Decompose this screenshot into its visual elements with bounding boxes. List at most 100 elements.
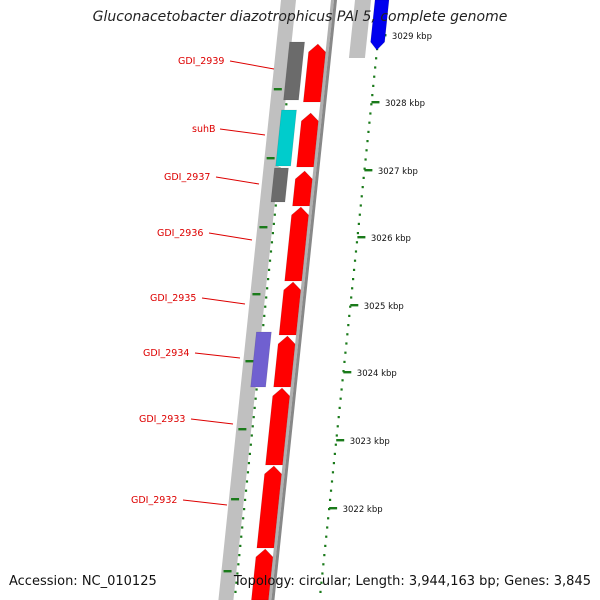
left-scale-minor-tick — [245, 480, 249, 483]
right-scale-minor-tick — [338, 406, 341, 409]
right-scale-minor-tick — [346, 333, 349, 336]
right-scale-minor-tick — [345, 342, 348, 345]
right-scale-minor-tick — [362, 176, 365, 179]
right-scale-minor-tick — [332, 462, 336, 465]
right-scale-minor-tick — [359, 204, 362, 207]
gene-reverse-top-blue — [370, 0, 390, 51]
gene-label-gdi_2932: GDI_2932 — [131, 495, 177, 506]
right-scale-minor-tick — [328, 498, 332, 501]
right-scale-minor-tick — [335, 434, 338, 437]
kbp-label-3025: 3025 kbp — [364, 302, 404, 312]
gene-label-leader — [182, 499, 228, 506]
right-scale-minor-tick — [330, 480, 334, 483]
right-scale-minor-tick — [326, 526, 329, 529]
left-scale-minor-tick — [274, 204, 277, 207]
gene-forward-9 — [251, 548, 274, 600]
gene-label-gdi_2935: GDI_2935 — [150, 293, 196, 304]
right-scale-minor-tick — [373, 75, 376, 78]
right-scale-minor-tick — [337, 416, 340, 419]
left-scale-minor-tick — [264, 305, 267, 308]
right-scale-minor-tick — [370, 103, 373, 106]
accession-text: Accession: NC_010125 — [9, 574, 157, 589]
right-scale-major-tick — [336, 439, 345, 442]
right-scale-minor-tick — [368, 121, 371, 124]
right-scale-minor-tick — [354, 250, 358, 253]
right-scale-minor-tick — [325, 535, 328, 538]
right-scale-minor-tick — [319, 590, 322, 593]
left-scale-major-tick — [266, 157, 275, 160]
right-scale-minor-tick — [329, 489, 333, 492]
left-scale-minor-tick — [263, 314, 266, 317]
gene-label-gdi_2936: GDI_2936 — [157, 228, 203, 239]
right-scale-minor-tick — [371, 94, 374, 97]
right-scale-minor-tick — [336, 425, 339, 428]
kbp-label-3029: 3029 kbp — [392, 32, 432, 42]
right-scale-minor-tick — [374, 66, 377, 69]
right-scale-minor-tick — [340, 388, 343, 391]
right-scale-minor-tick — [351, 287, 354, 290]
map-title: Gluconacetobacter diazotrophicus PAl 5, … — [92, 9, 508, 25]
right-scale-minor-tick — [328, 508, 331, 511]
right-scale-minor-tick — [323, 554, 326, 557]
left-scale-minor-tick — [267, 268, 271, 271]
right-scale-minor-tick — [352, 268, 356, 271]
left-scale-minor-tick — [265, 296, 268, 299]
left-scale-minor-tick — [268, 259, 272, 262]
right-scale-minor-tick — [361, 186, 364, 189]
kbp-label-3028: 3028 kbp — [385, 99, 425, 109]
left-scale-minor-tick — [249, 443, 252, 446]
gene-forward-7 — [265, 387, 291, 466]
left-scale-minor-tick — [266, 287, 269, 290]
left-scale-minor-tick — [253, 406, 256, 409]
gene-label-leader — [229, 60, 275, 70]
right-scale-minor-tick — [350, 296, 353, 299]
gene-forward-8 — [256, 465, 282, 549]
left-scale-minor-tick — [269, 250, 273, 253]
left-scale-minor-tick — [246, 471, 250, 474]
left-scale-minor-tick — [240, 535, 243, 538]
right-scale-minor-tick — [363, 167, 366, 170]
right-scale-minor-tick — [352, 278, 355, 281]
right-scale-major-tick — [364, 169, 373, 172]
gene-label-leader — [208, 232, 253, 241]
left-scale-minor-tick — [272, 222, 275, 225]
gene-label-gdi_2937: GDI_2937 — [164, 172, 210, 183]
reverse-strand-backbone — [218, 0, 296, 600]
gene-forward-6 — [273, 335, 296, 388]
left-scale-minor-tick — [241, 526, 244, 529]
right-scale-minor-tick — [356, 232, 360, 235]
left-scale-minor-tick — [243, 498, 247, 501]
right-scale-minor-tick — [349, 305, 352, 308]
right-scale-minor-tick — [339, 397, 342, 400]
right-scale-minor-tick — [347, 324, 350, 327]
gene-label-gdi_2934: GDI_2934 — [143, 348, 189, 359]
left-scale-minor-tick — [243, 508, 246, 511]
gene-forward-2 — [296, 112, 319, 168]
right-scale-minor-tick — [355, 241, 359, 244]
left-scale-minor-tick — [250, 434, 253, 437]
right-scale-minor-tick — [353, 259, 357, 262]
gene-label-leader — [201, 297, 246, 305]
right-scale-minor-tick — [375, 57, 378, 60]
left-scale-major-tick — [252, 293, 261, 296]
left-scale-major-tick — [231, 498, 240, 501]
left-scale-minor-tick — [270, 241, 274, 244]
right-scale-major-tick — [371, 101, 380, 104]
right-scale-minor-tick — [369, 112, 372, 115]
axis-line-dark — [271, 0, 337, 600]
right-scale-minor-tick — [348, 314, 351, 317]
gene-forward-4 — [284, 206, 309, 282]
right-scale-minor-tick — [334, 443, 337, 446]
topology-summary: Topology: circular; Length: 3,944,163 bp… — [233, 574, 591, 589]
left-scale-major-tick — [259, 226, 268, 229]
right-scale-minor-tick — [321, 572, 324, 575]
left-scale-minor-tick — [248, 452, 251, 455]
left-scale-minor-tick — [273, 213, 276, 216]
left-scale-major-tick — [223, 570, 232, 573]
kbp-label-3023: 3023 kbp — [350, 437, 390, 447]
kbp-label-3026: 3026 kbp — [371, 234, 411, 244]
kbp-label-3024: 3024 kbp — [357, 369, 397, 379]
gene-label-suhb: suhB — [192, 124, 216, 135]
gene-label-leader — [194, 352, 241, 359]
left-scale-minor-tick — [239, 544, 242, 547]
